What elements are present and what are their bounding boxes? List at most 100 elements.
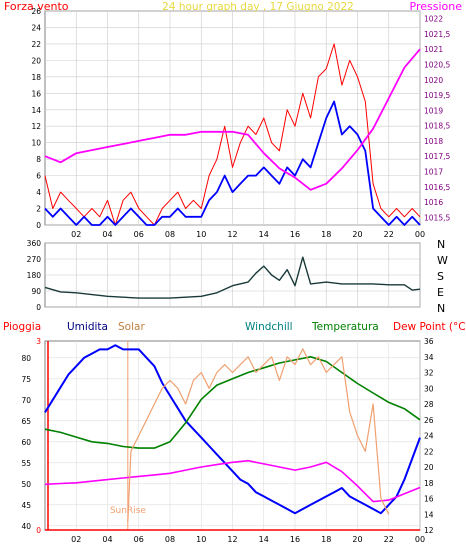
temp-chart-series-line [44, 355, 421, 449]
direction-chart-tick-label: 360 [27, 239, 42, 248]
temp-chart-x-tick-label: 20 [352, 535, 362, 544]
direction-compass-label: N [437, 302, 445, 315]
temp-chart-left-tick-label: 45 [21, 501, 31, 510]
wind-chart-series-line [44, 100, 421, 226]
wind-chart-right-tick-label: 1018,5 [424, 122, 450, 131]
temp-chart-left-tick-label: 80 [21, 354, 31, 363]
direction-chart-tick-label: 90 [31, 287, 41, 296]
wind-chart-right-tick-label: 1021 [424, 45, 443, 54]
wind-chart-right-axis-title: Pressione [410, 0, 463, 13]
temp-chart-right-tick-label: 32 [424, 369, 434, 378]
wind-chart-x-tick-label: 10 [196, 230, 206, 239]
wind-chart-x-tick-label: 18 [321, 230, 331, 239]
wind-chart-left-tick-label: 22 [31, 40, 41, 49]
wind-chart-left-tick-label: 18 [31, 73, 41, 82]
wind-chart-x-tick-label: 16 [290, 230, 300, 239]
wind-chart-right-tick-label: 1020 [424, 76, 443, 85]
wind-chart-x-tick-label: 06 [134, 230, 144, 239]
wind-chart-right-tick-label: 1017,5 [424, 152, 450, 161]
wind-chart-left-tick-label: 2 [36, 205, 41, 214]
temp-chart-left-tick-label: 65 [21, 417, 31, 426]
direction-compass-label: S [437, 270, 444, 283]
wind-chart-x-tick-label: 12 [227, 230, 237, 239]
wind-chart-title: 24 hour graph day , 17 Giugno 2022 [162, 1, 354, 13]
temp-chart-left-tick-label: 50 [21, 480, 31, 489]
temp-chart-x-tick-label: 22 [384, 535, 394, 544]
temp-chart-right-tick-label: 14 [424, 510, 434, 519]
wind-chart-right-tick-label: 1020,5 [424, 61, 450, 70]
wind-chart-left-tick-label: 20 [31, 56, 41, 65]
legend-label: Dew Point (°C) [393, 321, 466, 333]
temp-chart-right-tick-label: 22 [424, 447, 434, 456]
wind-chart-left-tick-label: 24 [31, 23, 41, 32]
wind-chart-left-tick-label: 12 [31, 122, 41, 131]
temp-chart-x-tick-label: 18 [321, 535, 331, 544]
wind-chart-right-tick-label: 1022 [424, 15, 443, 24]
direction-compass-label: E [437, 286, 444, 299]
temp-chart-x-tick-label: 02 [71, 535, 81, 544]
temp-chart-right-tick-label: 18 [424, 479, 434, 488]
wind-chart-right-tick-label: 1015,5 [424, 213, 450, 222]
temp-chart-left-tick-label: 40 [21, 522, 31, 531]
wind-chart-left-axis-title: Forza vento [4, 0, 69, 13]
temp-chart-right-tick-label: 20 [424, 463, 434, 472]
wind-chart-x-tick-label: 00 [415, 230, 425, 239]
wind-chart-right-tick-label: 1019 [424, 106, 443, 115]
temp-chart-series-line [127, 348, 390, 523]
legend-label: Pioggia [3, 321, 41, 333]
direction-chart-tick-label: 270 [27, 255, 42, 264]
temp-chart-right-tick-label: 28 [424, 400, 434, 409]
wind-chart-right-tick-label: 1017 [424, 168, 443, 177]
temp-chart-right-tick-label: 16 [424, 495, 434, 504]
direction-compass-label: N [437, 238, 445, 251]
wind-chart-left-tick-label: 26 [31, 7, 41, 16]
wind-chart-series-line [44, 43, 421, 226]
wind-chart-left-tick-label: 0 [36, 221, 41, 230]
legend-label: Solar [118, 321, 145, 333]
direction-chart-tick-label: 180 [27, 271, 42, 280]
direction-series-line [44, 256, 421, 299]
temp-chart-left-tick-label: 55 [21, 459, 31, 468]
temp-chart-x-tick-label: 14 [259, 535, 269, 544]
temp-chart-x-tick-label: 06 [134, 535, 144, 544]
temp-chart-x-tick-label: 08 [165, 535, 175, 544]
wind-chart-left-tick-label: 8 [36, 155, 41, 164]
temp-chart-x-tick-label: 12 [227, 535, 237, 544]
wind-chart-left-tick-label: 16 [31, 89, 41, 98]
temp-chart-series-line [44, 459, 421, 503]
wind-chart-right-tick-label: 1016,5 [424, 183, 450, 192]
legend-label: Umidita [67, 321, 108, 333]
wind-chart-x-tick-label: 02 [71, 230, 81, 239]
wind-chart-x-tick-label: 20 [352, 230, 362, 239]
wind-chart-x-tick-label: 04 [102, 230, 112, 239]
legend-label: Windchill [245, 321, 293, 333]
temp-chart-series-line [44, 344, 421, 515]
legend-label: Temperatura [311, 321, 379, 333]
wind-chart-left-tick-label: 4 [36, 188, 41, 197]
temp-chart-right-tick-label: 24 [424, 432, 434, 441]
temp-chart-left-tick-label: 60 [21, 438, 31, 447]
wind-chart-x-tick-label: 08 [165, 230, 175, 239]
direction-chart-tick-label: 0 [36, 303, 41, 312]
rain-tick-label: 3 [36, 337, 41, 346]
wind-chart-right-tick-label: 1019,5 [424, 91, 450, 100]
wind-chart-left-tick-label: 14 [31, 106, 41, 115]
wind-chart-series-line [44, 48, 421, 191]
wind-chart-right-tick-label: 1016 [424, 198, 443, 207]
wind-chart-x-tick-label: 14 [259, 230, 269, 239]
temp-chart-right-tick-label: 36 [424, 337, 434, 346]
wind-chart-left-tick-label: 10 [31, 139, 41, 148]
temp-chart-right-tick-label: 34 [424, 353, 434, 362]
rain-tick-label: 0 [36, 526, 41, 535]
direction-compass-label: W [437, 254, 448, 267]
temp-chart-x-tick-label: 16 [290, 535, 300, 544]
temp-chart-right-tick-label: 26 [424, 416, 434, 425]
wind-chart-x-tick-label: 22 [384, 230, 394, 239]
temp-chart-right-tick-label: 30 [424, 384, 434, 393]
wind-chart-right-tick-label: 1018 [424, 137, 443, 146]
temp-chart-x-tick-label: 10 [196, 535, 206, 544]
temp-chart-x-tick-label: 04 [102, 535, 112, 544]
temp-chart-left-tick-label: 75 [21, 375, 31, 384]
